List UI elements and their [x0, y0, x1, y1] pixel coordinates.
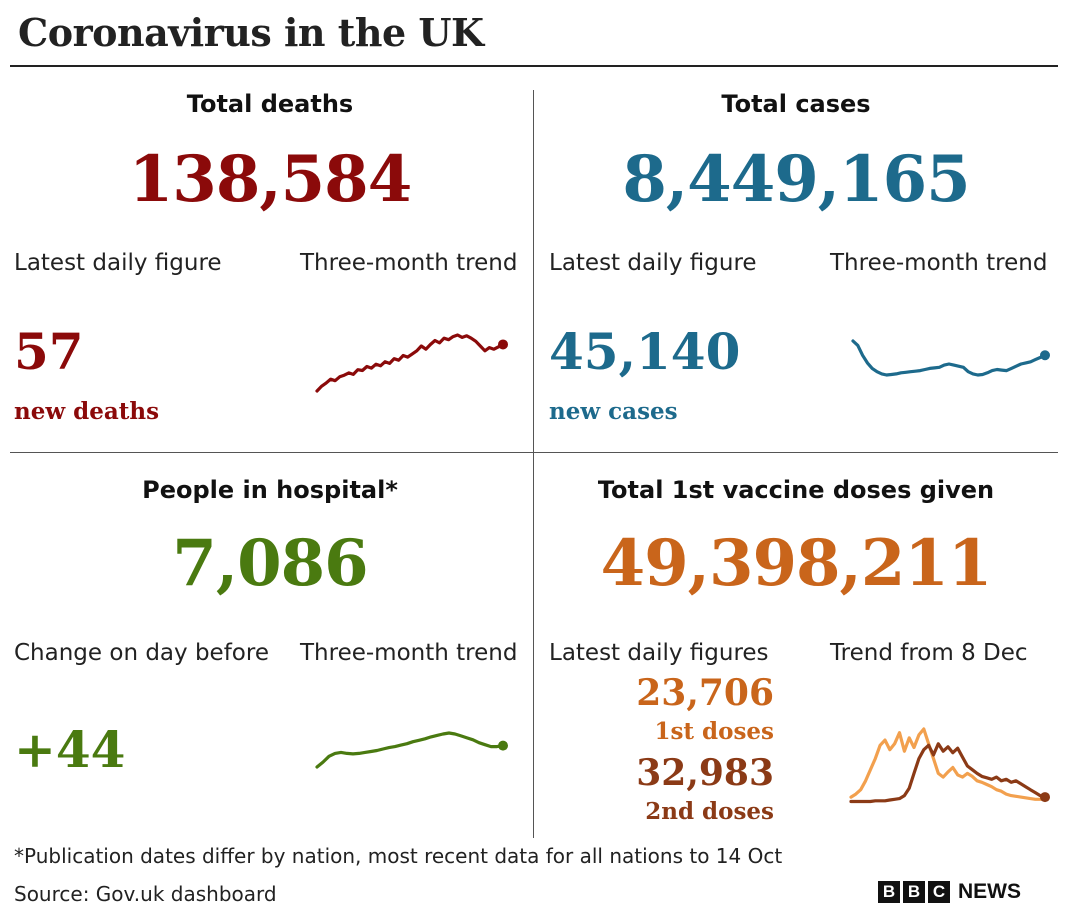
source-text: Source: Gov.uk dashboard [14, 882, 277, 906]
deaths-trend-sparkline [315, 333, 508, 393]
deaths-latest-label: Latest daily figure [14, 250, 222, 276]
first-doses-value: 23,706 [636, 672, 774, 714]
deaths-latest-caption: new deaths [14, 398, 160, 425]
deaths-trend-line [315, 333, 505, 393]
hospital-latest-value: +44 [14, 720, 126, 779]
divider-vertical-bottom [533, 453, 534, 838]
hospital-latest-label: Change on day before [14, 640, 269, 666]
deaths-trend-label: Three-month trend [300, 250, 518, 276]
vaccine-total: 49,398,211 [600, 526, 993, 601]
cases-latest-caption: new cases [549, 398, 678, 425]
bbc-news-logo: B B C NEWS [878, 880, 1021, 904]
second-doses-trend-endpoint [1040, 792, 1050, 803]
second-doses-caption: 2nd doses [645, 798, 774, 825]
title-rule [10, 65, 1058, 67]
logo-news-text: NEWS [958, 880, 1021, 903]
hospital-trend-endpoint [498, 740, 508, 751]
hospital-trend-sparkline [315, 731, 508, 769]
hospital-trend-label: Three-month trend [300, 640, 518, 666]
cases-total: 8,449,165 [622, 142, 970, 217]
page-title: Coronavirus in the UK [18, 10, 484, 55]
first-doses-trend-line [849, 727, 1047, 801]
second-doses-trend-line [849, 742, 1047, 804]
vaccine-trend-chart [849, 727, 1050, 804]
hospital-trend-line [315, 731, 505, 769]
divider-horizontal [10, 452, 1058, 453]
deaths-trend-endpoint [498, 339, 508, 350]
logo-letter-c: C [928, 881, 950, 903]
cases-trend-label: Three-month trend [830, 250, 1048, 276]
logo-letter-b1: B [878, 881, 900, 903]
logo-letter-b2: B [903, 881, 925, 903]
deaths-latest-value: 57 [14, 322, 84, 381]
deaths-heading: Total deaths [186, 90, 354, 118]
second-doses-value: 32,983 [636, 752, 774, 794]
hospital-total: 7,086 [172, 526, 368, 601]
cases-trend-line [851, 339, 1047, 377]
vaccine-heading: Total 1st vaccine doses given [597, 476, 995, 504]
vaccine-trend-label: Trend from 8 Dec [830, 640, 1028, 666]
cases-trend-sparkline [851, 339, 1050, 377]
footnote: *Publication dates differ by nation, mos… [14, 844, 783, 868]
vaccine-latest-label: Latest daily figures [549, 640, 769, 666]
divider-vertical-top [533, 90, 534, 452]
cases-heading: Total cases [721, 90, 871, 118]
cases-trend-endpoint [1040, 350, 1050, 361]
cases-latest-value: 45,140 [549, 322, 741, 381]
cases-latest-label: Latest daily figure [549, 250, 757, 276]
deaths-total: 138,584 [128, 142, 412, 217]
first-doses-caption: 1st doses [654, 718, 774, 745]
hospital-heading: People in hospital* [142, 476, 398, 504]
